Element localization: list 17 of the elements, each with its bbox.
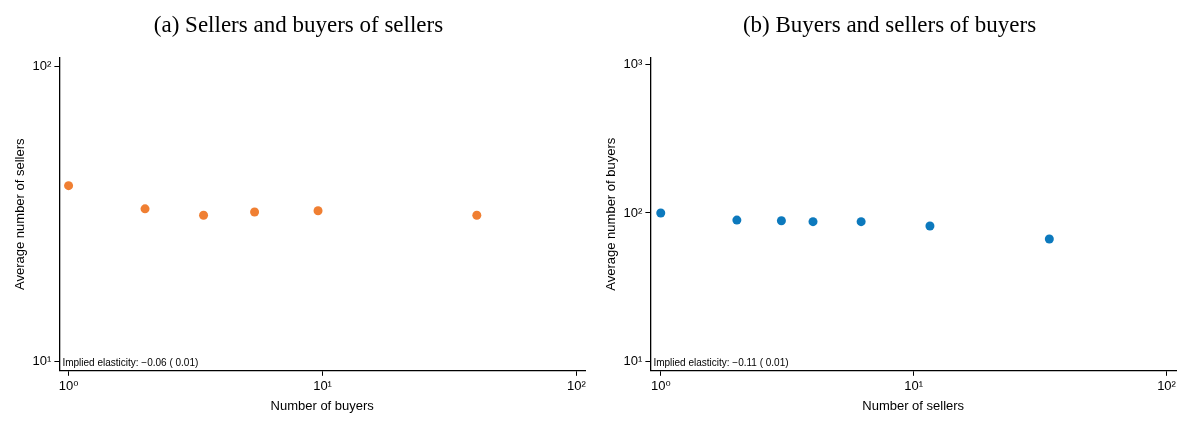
- x-tick-label: 10⁰: [58, 378, 79, 394]
- x-tick-label: 10²: [1157, 378, 1177, 394]
- y-tick-label: 10³: [623, 56, 644, 72]
- x-tick-label: 10¹: [313, 378, 333, 394]
- y-tick-label: 10¹: [623, 352, 644, 368]
- x-axis-title: Number of sellers: [862, 397, 965, 413]
- annotation: Implied elasticity: −0.11 ( 0.01): [653, 356, 789, 368]
- x-tick-label: 10²: [567, 378, 587, 394]
- x-axis-title: Number of buyers: [270, 397, 375, 413]
- x-tick-label: 10⁰: [650, 378, 671, 394]
- y-axis-title: Average number of sellers: [12, 137, 28, 290]
- chart-title: (b) Buyers and sellers of buyers: [742, 11, 1037, 37]
- annotation: Implied elasticity: −0.06 ( 0.01): [62, 356, 199, 368]
- y-tick-label: 10²: [623, 204, 644, 220]
- chart-title: (a) Sellers and buyers of sellers: [153, 11, 444, 37]
- y-axis-title: Average number of buyers: [603, 137, 619, 291]
- x-tick-label: 10¹: [904, 378, 924, 394]
